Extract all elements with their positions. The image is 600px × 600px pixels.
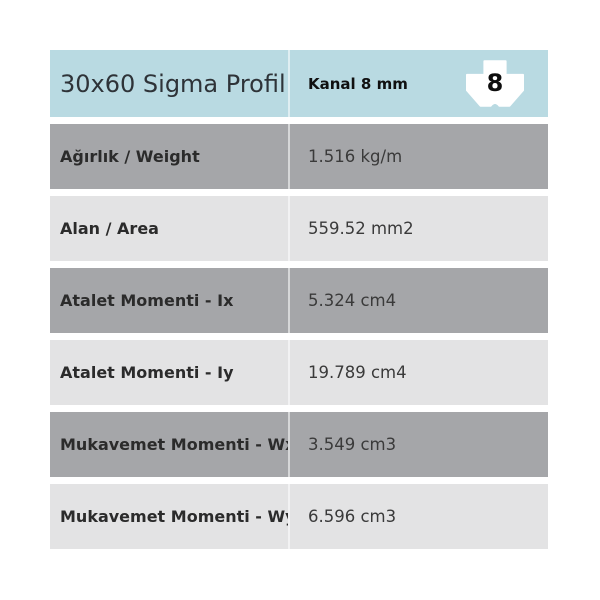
column-divider [288,196,290,261]
row-value-cell: 559.52 mm2 [290,196,548,261]
table-row: Atalet Momenti - Iy 19.789 cm4 [50,340,548,405]
row-value-cell: 1.516 kg/m [290,124,548,189]
row-value-cell: 19.789 cm4 [290,340,548,405]
row-value-cell: 5.324 cm4 [290,268,548,333]
column-divider [288,484,290,549]
row-label-cell: Atalet Momenti - Iy [50,340,288,405]
table-row: Ağırlık / Weight 1.516 kg/m [50,124,548,189]
row-value: 19.789 cm4 [308,363,407,382]
profile-title: 30x60 Sigma Profil [60,69,286,98]
row-label: Alan / Area [60,219,159,238]
row-label: Mukavemet Momenti - Wy [60,507,288,526]
column-divider [288,268,290,333]
sigma-profile-badge: 8 [466,60,524,107]
profile-title-cell: 30x60 Sigma Profil [50,50,288,117]
profile-spec-card: 30x60 Sigma Profil Kanal 8 mm 8 Ağırlık … [50,50,548,549]
column-divider [288,50,290,117]
row-label-cell: Ağırlık / Weight [50,124,288,189]
column-divider [288,124,290,189]
row-value: 5.324 cm4 [308,291,397,310]
table-row: Mukavemet Momenti - Wy 6.596 cm3 [50,484,548,549]
row-value: 1.516 kg/m [308,147,403,166]
row-value: 3.549 cm3 [308,435,397,454]
channel-size-label: Kanal 8 mm [308,74,408,93]
row-label: Ağırlık / Weight [60,147,200,166]
channel-size-cell: Kanal 8 mm 8 [290,50,548,117]
row-label: Mukavemet Momenti - Wx [60,435,288,454]
column-divider [288,412,290,477]
row-value: 559.52 mm2 [308,219,414,238]
row-label: Atalet Momenti - Ix [60,291,234,310]
row-label: Atalet Momenti - Iy [60,363,234,382]
row-value-cell: 6.596 cm3 [290,484,548,549]
row-label-cell: Mukavemet Momenti - Wx [50,412,288,477]
row-label-cell: Mukavemet Momenti - Wy [50,484,288,549]
spec-rows: Ağırlık / Weight 1.516 kg/m Alan / Area … [50,124,548,549]
badge-number: 8 [486,68,504,97]
row-label-cell: Atalet Momenti - Ix [50,268,288,333]
table-row: Atalet Momenti - Ix 5.324 cm4 [50,268,548,333]
table-row: Mukavemet Momenti - Wx 3.549 cm3 [50,412,548,477]
row-value: 6.596 cm3 [308,507,397,526]
sigma-channel-icon [466,60,524,107]
column-divider [288,340,290,405]
spec-header-row: 30x60 Sigma Profil Kanal 8 mm 8 [50,50,548,117]
table-row: Alan / Area 559.52 mm2 [50,196,548,261]
row-label-cell: Alan / Area [50,196,288,261]
row-value-cell: 3.549 cm3 [290,412,548,477]
